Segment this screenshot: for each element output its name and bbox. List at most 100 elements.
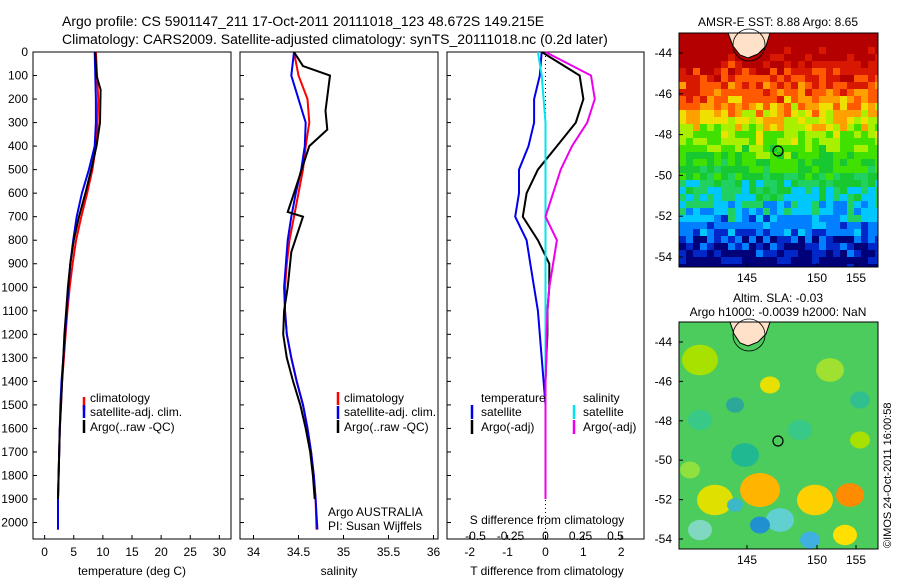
sst-cell <box>861 236 869 244</box>
sst-cell <box>714 250 722 258</box>
sst-cell <box>819 208 827 216</box>
sst-cell <box>693 40 701 48</box>
sst-cell <box>777 187 785 195</box>
sst-cell <box>784 33 792 41</box>
sst-cell <box>819 229 827 237</box>
sst-cell <box>742 61 750 69</box>
sst-cell <box>700 159 708 167</box>
sst-cell <box>686 166 694 174</box>
sst-cell <box>861 215 869 223</box>
sla-anomaly-blob <box>740 473 780 507</box>
sst-cell <box>693 250 701 258</box>
diff-s-label: S difference from climatology <box>470 513 625 527</box>
sst-cell <box>693 33 701 41</box>
sst-cell <box>840 250 848 258</box>
tasmania-land-sla <box>729 321 771 347</box>
sst-cell <box>777 103 785 111</box>
sst-cell <box>840 159 848 167</box>
sst-cell <box>686 222 694 230</box>
sst-cell <box>763 264 771 267</box>
sst-cell <box>742 215 750 223</box>
sst-cell <box>763 145 771 153</box>
sst-cell <box>742 103 750 111</box>
sst-cell <box>791 103 799 111</box>
sst-cell <box>770 96 778 104</box>
map-lon-label: 155 <box>846 271 866 285</box>
temp-xlabel: temperature (deg C) <box>78 564 186 578</box>
sst-cell <box>819 117 827 125</box>
diff-x-ticks: -2 -1 0 1 2 <box>464 535 625 559</box>
sst-cell <box>819 145 827 153</box>
sst-cell <box>770 61 778 69</box>
sst-cell <box>777 166 785 174</box>
sst-cell <box>721 145 729 153</box>
sst-cell <box>875 75 878 83</box>
sst-cell <box>791 131 799 139</box>
sst-cell <box>791 159 799 167</box>
sst-cell <box>700 257 708 265</box>
sst-cell <box>700 103 708 111</box>
sst-cell <box>854 257 862 265</box>
series-line-salinity-argo-adj <box>544 51 596 499</box>
sst-cell <box>721 180 729 188</box>
sst-cell <box>868 243 876 251</box>
sst-cell <box>840 229 848 237</box>
sst-cell <box>770 222 778 230</box>
sst-cell <box>686 236 694 244</box>
credit-text: ©IMOS 24-Oct-2011 16:00:58 <box>882 403 894 548</box>
sst-cell <box>833 243 841 251</box>
sst-cell <box>833 96 841 104</box>
depth-tick-label: 1200 <box>1 327 28 341</box>
sst-cell <box>840 194 848 202</box>
sst-cell <box>714 138 722 146</box>
sst-cell <box>805 145 813 153</box>
sst-cell <box>812 187 820 195</box>
sst-cell <box>854 145 862 153</box>
sst-cell <box>840 215 848 223</box>
sla-map <box>678 318 879 550</box>
sst-cell <box>679 159 687 167</box>
sst-cell <box>798 159 806 167</box>
sst-cell <box>770 82 778 90</box>
sla-anomaly-blob <box>797 484 833 516</box>
sst-cell <box>847 257 855 265</box>
sst-cell <box>861 138 869 146</box>
sst-cell <box>847 33 855 41</box>
sst-cell <box>791 222 799 230</box>
sst-cell <box>805 215 813 223</box>
sst-cell <box>700 194 708 202</box>
sst-cell <box>686 61 694 69</box>
sst-cell <box>861 152 869 160</box>
sst-cell <box>812 215 820 223</box>
sst-cell <box>749 159 757 167</box>
sst-cell <box>714 243 722 251</box>
sst-cell <box>840 138 848 146</box>
sla-anomaly-blob <box>727 498 743 512</box>
sst-cell <box>770 75 778 83</box>
sst-cell <box>707 180 715 188</box>
sst-cell <box>826 229 834 237</box>
sst-cell <box>686 159 694 167</box>
sst-cell <box>693 61 701 69</box>
temp-lines <box>57 51 102 530</box>
x-tick-label: -2 <box>464 545 475 559</box>
sst-cell <box>819 61 827 69</box>
sst-cell <box>861 110 869 118</box>
sst-cell <box>770 187 778 195</box>
sst-cell <box>784 194 792 202</box>
sla-anomaly-blob <box>750 516 770 534</box>
sst-cell <box>784 208 792 216</box>
sst-cell <box>777 89 785 97</box>
sst-cell <box>840 173 848 181</box>
sst-cell <box>686 264 694 267</box>
sst-cell <box>735 75 743 83</box>
sst-cell <box>791 208 799 216</box>
sst-cell <box>791 173 799 181</box>
sst-cell <box>826 47 834 55</box>
sst-cell <box>728 243 736 251</box>
sst-cell <box>707 75 715 83</box>
sst-cell <box>847 82 855 90</box>
sst-cell <box>833 194 841 202</box>
sst-cell <box>742 117 750 125</box>
sst-cell <box>763 166 771 174</box>
